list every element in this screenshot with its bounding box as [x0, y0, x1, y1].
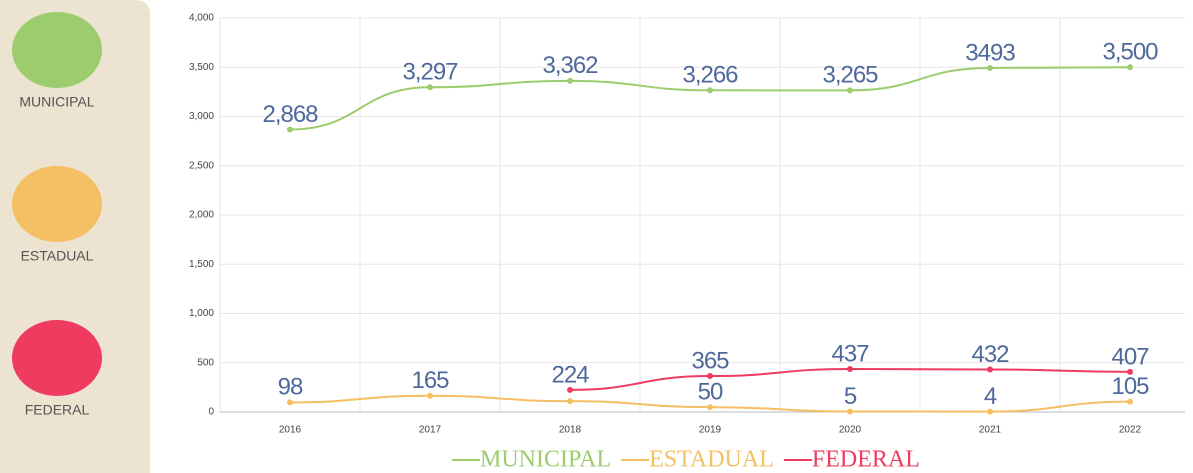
- point: [1127, 64, 1133, 71]
- sidebar-label: MUNICIPAL: [19, 94, 94, 110]
- data-label: 98: [278, 374, 303, 401]
- legend-label: MUNICIPAL: [480, 447, 611, 473]
- sidebar-label: FEDERAL: [25, 402, 90, 418]
- data-label: 437: [831, 340, 869, 367]
- point: [427, 84, 433, 91]
- y-tick-label: 500: [197, 357, 214, 368]
- x-tick-label: 2019: [699, 425, 722, 436]
- data-label: 432: [971, 341, 1009, 368]
- data-label: 50: [698, 378, 723, 405]
- data-label: 224: [551, 361, 589, 388]
- data-label: 365: [691, 347, 729, 374]
- data-label: 3,500: [1102, 39, 1158, 66]
- point: [987, 408, 993, 415]
- y-tick-label: 3,000: [189, 111, 214, 122]
- legend-label: ESTADUAL: [649, 447, 774, 473]
- data-label: 5: [844, 383, 857, 410]
- x-tick-label: 2022: [1119, 425, 1142, 436]
- data-label: 407: [1111, 343, 1149, 370]
- point: [567, 398, 573, 405]
- data-label: 3,297: [402, 59, 458, 86]
- point: [427, 392, 433, 399]
- point: [1127, 368, 1133, 375]
- x-tick-label: 2017: [419, 425, 442, 436]
- data-label: 3,266: [682, 62, 738, 89]
- legend-swatch: [12, 12, 102, 88]
- y-tick-label: 4,000: [189, 13, 214, 24]
- data-label: 4: [984, 383, 997, 410]
- point: [567, 77, 573, 84]
- y-tick-label: 3,500: [189, 62, 214, 73]
- data-label: 2,868: [262, 101, 318, 128]
- y-tick-label: 1,000: [189, 308, 214, 319]
- legend-swatch: [12, 166, 102, 242]
- sidebar-label: ESTADUAL: [21, 248, 94, 264]
- x-tick-label: 2018: [559, 425, 582, 436]
- point: [847, 365, 853, 372]
- point: [567, 386, 573, 393]
- y-tick-label: 1,500: [189, 259, 214, 270]
- legend-swatch: [12, 320, 102, 396]
- y-tick-label: 2,000: [189, 210, 214, 221]
- x-tick-label: 2020: [839, 425, 862, 436]
- data-label: 105: [1111, 373, 1149, 400]
- point: [707, 87, 713, 94]
- point: [847, 408, 853, 415]
- point: [707, 373, 713, 380]
- data-label: 165: [411, 367, 449, 394]
- point: [1127, 398, 1133, 405]
- point: [847, 87, 853, 94]
- point: [987, 64, 993, 71]
- y-tick-label: 0: [208, 407, 214, 418]
- data-label: 3,265: [822, 62, 878, 89]
- x-tick-label: 2021: [979, 425, 1002, 436]
- data-label: 3,362: [542, 52, 598, 79]
- point: [287, 399, 293, 406]
- y-tick-label: 2,500: [189, 160, 214, 171]
- legend-label: FEDERAL: [812, 447, 920, 473]
- x-tick-label: 2016: [279, 425, 302, 436]
- data-label: 3493: [965, 39, 1015, 66]
- point: [987, 366, 993, 373]
- point: [707, 404, 713, 411]
- point: [287, 126, 293, 133]
